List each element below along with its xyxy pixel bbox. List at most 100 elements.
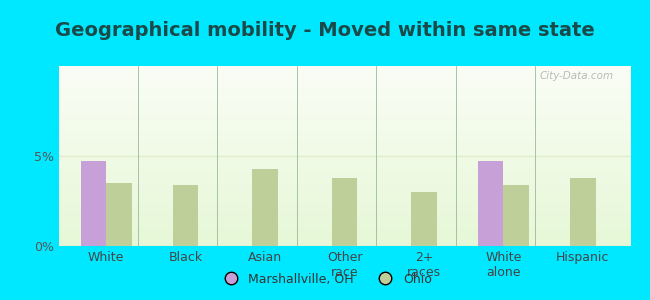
- Bar: [58, 146, 630, 147]
- Bar: [58, 111, 630, 112]
- Bar: [58, 145, 630, 146]
- Bar: [58, 231, 630, 232]
- Bar: [58, 169, 630, 170]
- Bar: [58, 136, 630, 137]
- Bar: [58, 103, 630, 104]
- Bar: [58, 238, 630, 239]
- Bar: [58, 94, 630, 95]
- Bar: [58, 228, 630, 229]
- Bar: [58, 168, 630, 169]
- Bar: [58, 191, 630, 192]
- Bar: [58, 163, 630, 164]
- Bar: [58, 184, 630, 185]
- Bar: [58, 76, 630, 77]
- Bar: [58, 73, 630, 74]
- Bar: [58, 208, 630, 209]
- Bar: [58, 160, 630, 161]
- Bar: [58, 131, 630, 132]
- Bar: [58, 110, 630, 111]
- Bar: [58, 118, 630, 119]
- Bar: [58, 114, 630, 115]
- Bar: [58, 206, 630, 207]
- Bar: [58, 89, 630, 90]
- Bar: [58, 200, 630, 201]
- Bar: [58, 147, 630, 148]
- Bar: [58, 242, 630, 243]
- Bar: [411, 192, 437, 246]
- Bar: [58, 245, 630, 246]
- Bar: [58, 234, 630, 235]
- Bar: [106, 183, 131, 246]
- Bar: [58, 235, 630, 236]
- Bar: [58, 241, 630, 242]
- Bar: [58, 88, 630, 89]
- Bar: [58, 71, 630, 72]
- Bar: [58, 160, 630, 161]
- Bar: [58, 105, 630, 106]
- Bar: [58, 225, 630, 226]
- Bar: [58, 203, 630, 204]
- Bar: [58, 144, 630, 145]
- Bar: [58, 221, 630, 222]
- Bar: [58, 78, 630, 79]
- Bar: [58, 109, 630, 110]
- Bar: [58, 210, 630, 211]
- Bar: [58, 81, 630, 82]
- Bar: [58, 189, 630, 190]
- Bar: [58, 126, 630, 127]
- Bar: [58, 99, 630, 100]
- Bar: [58, 243, 630, 244]
- Bar: [58, 106, 630, 107]
- Bar: [58, 152, 630, 153]
- Bar: [58, 87, 630, 88]
- Bar: [58, 156, 630, 157]
- Bar: [81, 161, 106, 246]
- Bar: [58, 72, 630, 73]
- Bar: [58, 224, 630, 225]
- Bar: [58, 197, 630, 198]
- Bar: [58, 112, 630, 113]
- Bar: [58, 195, 630, 196]
- Bar: [58, 239, 630, 240]
- Bar: [58, 182, 630, 183]
- Bar: [58, 169, 630, 170]
- Bar: [58, 227, 630, 228]
- Bar: [58, 188, 630, 189]
- Bar: [58, 218, 630, 219]
- Bar: [58, 155, 630, 156]
- Bar: [58, 173, 630, 174]
- Bar: [58, 176, 630, 177]
- Bar: [58, 164, 630, 165]
- Bar: [58, 86, 630, 87]
- Bar: [58, 214, 630, 215]
- Bar: [58, 149, 630, 150]
- Bar: [58, 172, 630, 173]
- Bar: [58, 207, 630, 208]
- Bar: [478, 161, 503, 246]
- Text: City-Data.com: City-Data.com: [540, 71, 614, 81]
- Bar: [58, 205, 630, 206]
- Bar: [58, 121, 630, 122]
- Bar: [58, 69, 630, 70]
- Bar: [58, 204, 630, 205]
- Bar: [58, 117, 630, 118]
- Bar: [58, 148, 630, 149]
- Bar: [58, 165, 630, 166]
- Bar: [58, 90, 630, 91]
- Bar: [58, 240, 630, 241]
- Bar: [58, 193, 630, 194]
- Bar: [58, 178, 630, 179]
- Bar: [58, 75, 630, 76]
- Bar: [58, 74, 630, 75]
- Bar: [58, 67, 630, 68]
- Bar: [58, 180, 630, 181]
- Bar: [58, 137, 630, 138]
- Bar: [58, 175, 630, 176]
- Bar: [58, 133, 630, 134]
- Bar: [58, 209, 630, 210]
- Bar: [58, 85, 630, 86]
- Bar: [58, 229, 630, 230]
- Bar: [58, 95, 630, 96]
- Bar: [58, 91, 630, 92]
- Bar: [58, 217, 630, 218]
